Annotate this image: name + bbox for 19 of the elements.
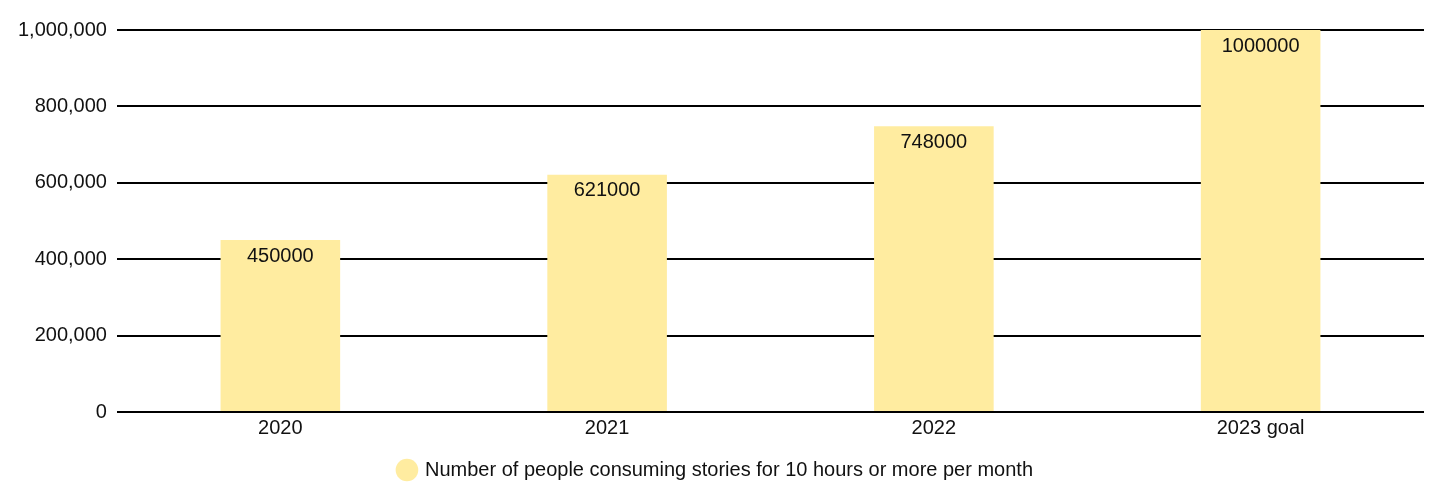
y-tick-label: 800,000	[34, 93, 107, 116]
data-label: 1000000	[1221, 33, 1300, 56]
y-tick-label: 600,000	[34, 170, 107, 193]
y-tick-label: 1,000,000	[17, 17, 107, 40]
x-tick-label: 2022	[911, 415, 957, 438]
bar	[547, 174, 667, 411]
y-tick-label: 0	[95, 399, 107, 422]
bar	[874, 126, 994, 411]
data-label: 621000	[573, 178, 641, 201]
bar	[1200, 30, 1321, 411]
legend-label: Number of people consuming stories for 10 hours or more per month	[424, 457, 1034, 480]
x-tick-label: 2023 goal	[1216, 415, 1305, 438]
y-tick-label: 400,000	[34, 246, 107, 269]
bar	[220, 240, 341, 411]
data-label: 450000	[246, 243, 314, 266]
data-label: 748000	[900, 129, 968, 152]
y-tick-label: 200,000	[34, 323, 107, 346]
x-tick-label: 2021	[584, 415, 630, 438]
x-tick-label: 2020	[258, 415, 303, 438]
